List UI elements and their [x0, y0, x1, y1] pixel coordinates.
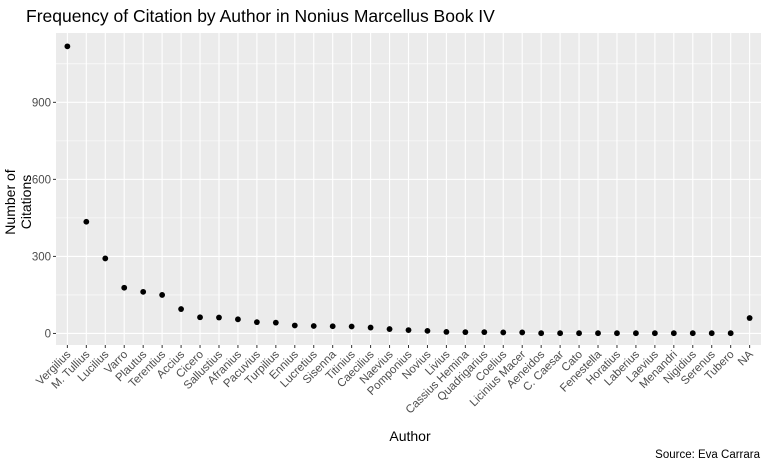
data-points [64, 43, 753, 337]
data-point [272, 319, 279, 326]
data-point [178, 306, 184, 312]
data-point [367, 324, 374, 331]
y-axis-label: Number of Citations [2, 169, 34, 235]
data-point [500, 329, 507, 336]
data-point [576, 330, 582, 337]
data-point [670, 330, 677, 337]
data-point [633, 330, 639, 337]
y-tick-label: 900 [32, 97, 51, 109]
data-point [197, 314, 203, 321]
y-axis: 0 300 600 900 [32, 97, 56, 340]
data-point [462, 329, 469, 336]
data-point [102, 255, 109, 262]
data-point [746, 315, 753, 321]
data-point [64, 43, 71, 50]
data-point [481, 329, 488, 336]
data-point [216, 314, 222, 321]
data-point [595, 330, 601, 337]
data-point [291, 322, 298, 329]
data-point [253, 319, 260, 326]
data-point [708, 330, 715, 337]
data-point [689, 330, 696, 337]
data-point [614, 330, 620, 337]
data-point [443, 329, 450, 335]
data-point [651, 330, 658, 337]
data-point [519, 329, 526, 336]
data-point [140, 288, 147, 295]
data-point [83, 218, 90, 225]
y-tick-label: 0 [45, 328, 51, 340]
data-point [557, 330, 564, 337]
data-point [538, 330, 545, 337]
data-point [405, 327, 412, 334]
data-point [310, 323, 317, 329]
data-point [424, 327, 431, 334]
data-point [159, 292, 166, 298]
chart-title: Frequency of Citation by Author in Noniu… [26, 6, 495, 26]
data-point [121, 284, 128, 291]
y-tick-label: 600 [32, 174, 51, 186]
x-axis-label: Author [389, 428, 431, 444]
data-point [348, 323, 355, 330]
x-tick-label: NA [736, 348, 756, 368]
data-point [329, 323, 336, 330]
major-gridlines [56, 33, 761, 345]
y-tick-label: 300 [32, 251, 51, 263]
data-point [235, 316, 241, 323]
data-point [386, 326, 393, 332]
data-point [727, 330, 734, 337]
source-caption: Source: Eva Carrara [655, 449, 760, 461]
